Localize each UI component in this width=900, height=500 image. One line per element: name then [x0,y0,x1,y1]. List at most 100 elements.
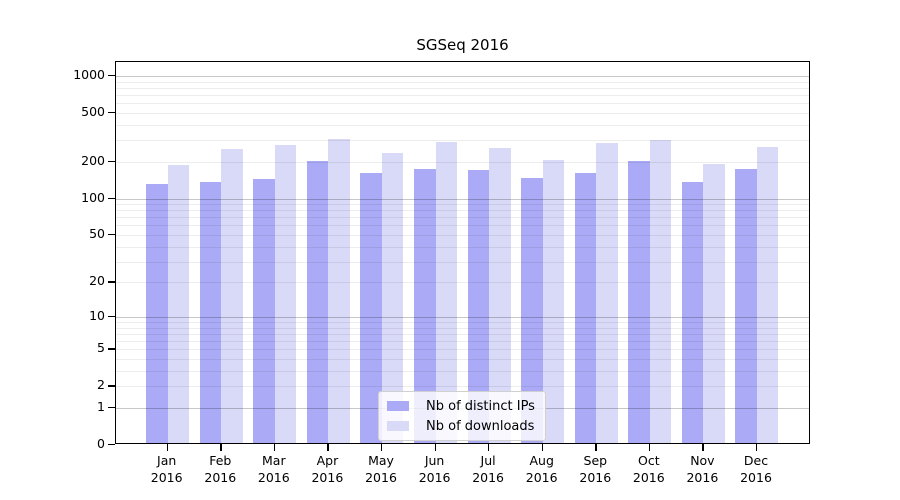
bar-downloads-aug [542,160,565,443]
gridline-8 [116,327,809,329]
legend: Nb of distinct IPs Nb of downloads [378,391,546,441]
y-tick-label-0: 0 [97,436,105,451]
gridline-600 [116,103,809,105]
bar-downloads-apr [328,139,350,443]
legend-swatch-downloads [387,420,409,432]
gridline-100 [116,198,809,200]
bar-ips-jun [414,169,436,443]
x-tick-label-apr: Apr 2016 [311,453,344,485]
bar-downloads-sep [596,143,618,443]
gridline-7 [116,333,809,335]
x-tick-mark-dec [756,444,758,451]
gridline-20 [116,282,809,284]
bar-ips-jul [467,169,490,443]
gridline-6 [116,341,809,343]
bar-downloads-jun [435,142,458,443]
x-tick-mark-mar [273,444,276,451]
y-tick-label-500: 500 [81,103,105,119]
y-tick-label-100: 100 [81,189,105,205]
gridline-3 [116,370,809,372]
x-tick-label-may: May 2016 [365,453,397,485]
plot-canvas [116,62,809,443]
bar-downloads-mar [274,145,297,443]
y-tick-mark-20 [108,281,115,283]
y-tick-label-200: 200 [81,152,105,168]
y-tick-mark-200 [108,160,115,163]
legend-label-distinct-ips: Nb of distinct IPs [426,398,535,414]
y-tick-label-1: 1 [97,399,105,414]
y-tick-mark-2 [108,385,115,387]
x-tick-mark-may [381,444,383,451]
x-tick-label-oct: Oct 2016 [632,453,665,485]
y-tick-label-1000: 1000 [73,66,105,82]
bar-ips-nov [681,182,704,443]
bar-downloads-oct [649,139,672,443]
gridline-400 [116,124,809,126]
y-tick-label-20: 20 [89,273,105,289]
gridline-900 [116,81,809,83]
gridline-1000 [116,75,809,77]
bar-downloads-dec [756,147,779,443]
x-tick-label-jun: Jun 2016 [418,453,451,485]
x-tick-label-mar: Mar 2016 [257,453,290,485]
x-tick-label-dec: Dec 2016 [740,453,772,485]
gridline-5 [116,349,809,351]
x-tick-mark-nov [702,444,704,451]
y-tick-label-50: 50 [89,226,105,241]
y-tick-mark-1000 [108,74,115,77]
bar-ips-dec [735,169,757,443]
gridline-50 [116,235,809,236]
x-tick-mark-aug [541,444,544,451]
y-tick-mark-50 [108,234,115,236]
x-tick-label-nov: Nov 2016 [686,453,719,485]
y-tick-mark-1 [108,407,115,409]
x-tick-label-jul: Jul 2016 [472,453,504,485]
bar-ips-apr [306,161,329,443]
y-tick-label-5: 5 [97,340,105,356]
bar-ips-jan [146,183,168,443]
x-tick-mark-jun [434,444,436,451]
bar-ips-oct [628,160,650,443]
x-tick-label-feb: Feb 2016 [204,453,237,485]
gridline-90 [116,204,809,205]
x-tick-mark-sep [595,444,597,451]
bar-ips-sep [574,172,597,443]
gridline-300 [116,140,809,142]
y-tick-mark-0 [108,444,115,446]
x-tick-mark-jan [166,444,169,451]
y-tick-label-2: 2 [97,377,105,393]
gridline-80 [116,210,809,212]
gridline-800 [116,87,809,89]
legend-entry-distinct-ips: Nb of distinct IPs [379,396,545,416]
y-tick-mark-100 [108,197,115,199]
legend-swatch-distinct-ips [387,400,409,412]
legend-entry-downloads: Nb of downloads [379,416,545,436]
gridline-2 [116,386,809,388]
bar-ips-feb [199,181,222,443]
bar-ips-aug [521,177,543,443]
gridline-9 [116,322,809,323]
x-tick-label-aug: Aug 2016 [525,453,558,485]
x-tick-label-jan: Jan 2016 [150,453,183,485]
y-tick-mark-5 [108,348,115,350]
gridline-30 [116,261,809,263]
bar-downloads-jan [167,164,190,443]
bar-downloads-feb [221,148,243,443]
x-tick-mark-feb [220,444,222,451]
y-tick-mark-10 [108,315,115,318]
gridline-40 [116,246,809,248]
gridline-200 [116,161,809,163]
chart-title: SGSeq 2016 [416,36,509,54]
bar-ips-mar [253,179,275,443]
y-tick-label-10: 10 [89,307,105,323]
gridline-500 [116,112,809,114]
x-tick-mark-apr [327,444,329,451]
bar-downloads-may [381,153,404,443]
x-tick-mark-jul [488,444,490,451]
x-tick-mark-oct [648,444,651,451]
legend-label-downloads: Nb of downloads [426,418,535,434]
gridline-4 [116,359,809,360]
plot-area [115,61,810,444]
x-tick-label-sep: Sep 2016 [579,453,612,485]
